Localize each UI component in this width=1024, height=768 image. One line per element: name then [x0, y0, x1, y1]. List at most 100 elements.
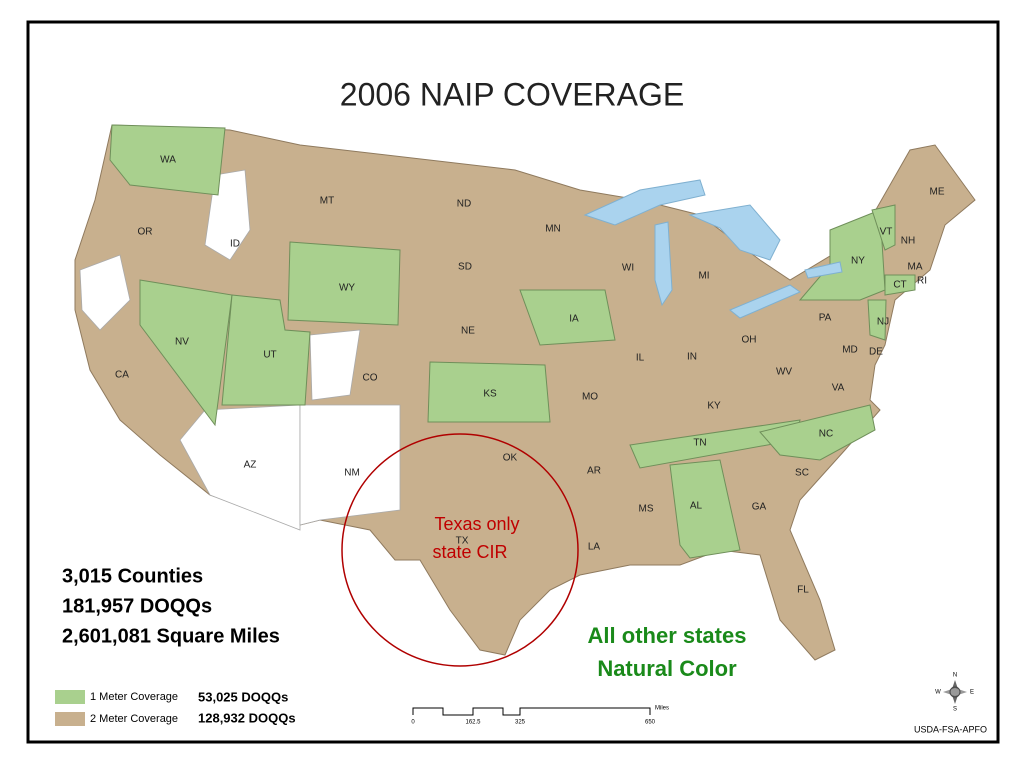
state-label: AL	[690, 501, 703, 512]
legend-label: 1 Meter Coverage	[90, 691, 178, 703]
lake	[654, 221, 673, 307]
state-label: RI	[917, 276, 927, 287]
stats: 3,015 Counties 181,957 DOQQs 2,601,081 S…	[62, 565, 280, 647]
state-label: IN	[687, 352, 697, 363]
state-label: MO	[582, 392, 598, 403]
stat: 3,015 Counties	[62, 565, 203, 587]
state-1m	[519, 289, 616, 346]
state-label: MA	[908, 262, 923, 273]
scale-line	[412, 707, 651, 716]
state-label: WI	[622, 263, 634, 274]
state-label: TX	[456, 536, 469, 547]
state-label: AR	[587, 466, 601, 477]
legend-label: 2 Meter Coverage	[90, 713, 178, 725]
state-label: MI	[698, 271, 709, 282]
great-lakes	[583, 179, 843, 319]
compass-ring	[949, 686, 961, 698]
annotation: state CIR	[432, 542, 507, 562]
scale-tick: 325	[515, 720, 526, 726]
compass-label: N	[953, 673, 957, 679]
state-label: LA	[588, 542, 601, 553]
legend-swatch	[55, 690, 85, 704]
state-1m	[139, 279, 233, 427]
state-label: UT	[263, 350, 276, 361]
state-label: ID	[230, 239, 240, 250]
state-label: SC	[795, 468, 809, 479]
scale-tick: 162.5	[465, 720, 481, 726]
scale-tick: 0	[411, 720, 415, 726]
compass-label: E	[970, 690, 974, 696]
state-label: NE	[461, 326, 475, 337]
state-1m	[669, 459, 741, 559]
state-label: KY	[707, 401, 721, 412]
white-area	[79, 254, 131, 331]
state-label: KS	[483, 389, 497, 400]
state-label: DE	[869, 347, 883, 358]
scale-tick: 650	[645, 720, 656, 726]
state-1m	[221, 294, 311, 406]
scale-labels: 0 162.5 325 650 Miles	[411, 706, 669, 726]
state-label: VT	[880, 227, 893, 238]
stat: 2,601,081 Square Miles	[62, 625, 280, 647]
state-label: MD	[842, 345, 858, 356]
state-label: NC	[819, 429, 833, 440]
state-1m	[871, 204, 896, 251]
annotation: Natural Color	[597, 656, 737, 681]
state-label: ND	[457, 199, 471, 210]
state-1m	[287, 241, 401, 326]
texas-circle	[341, 433, 579, 667]
state-label: NJ	[877, 317, 889, 328]
state-1m	[884, 274, 916, 296]
compass: N E S W	[935, 673, 974, 713]
state-label: MN	[545, 224, 561, 235]
legend-count: 53,025 DOQQs	[198, 689, 288, 704]
state-1m	[867, 299, 887, 341]
state-label: OH	[742, 335, 757, 346]
credit: USDA-FSA-APFO	[914, 724, 987, 734]
legend: 1 Meter Coverage 53,025 DOQQs 2 Meter Co…	[55, 689, 296, 726]
legend-count: 128,932 DOQQs	[198, 710, 296, 725]
state-label: PA	[819, 313, 832, 324]
scale-unit: Miles	[655, 706, 669, 712]
green-states	[109, 124, 916, 559]
state-label: NY	[851, 256, 865, 267]
state-1m	[109, 124, 226, 196]
scale-bar	[412, 707, 651, 716]
state-label: WV	[776, 367, 792, 378]
sparse-areas	[79, 169, 401, 531]
white-area	[299, 404, 401, 526]
legend-swatch	[55, 712, 85, 726]
state-label: TN	[693, 438, 706, 449]
state-label: NV	[175, 337, 189, 348]
state-label: VA	[832, 383, 845, 394]
map-title: 2006 NAIP COVERAGE	[340, 76, 684, 112]
state-1m	[759, 404, 876, 461]
white-area	[309, 329, 361, 401]
state-label: NH	[901, 236, 915, 247]
state-label: IA	[569, 314, 579, 325]
state-label: MT	[320, 196, 334, 207]
lake	[729, 284, 802, 319]
state-1m	[427, 361, 551, 423]
state-label: MS	[639, 504, 654, 515]
state-label: CT	[893, 280, 906, 291]
compass-label: W	[935, 690, 941, 696]
lake	[583, 179, 706, 226]
state-label: ME	[930, 187, 945, 198]
state-label: IL	[636, 353, 645, 364]
state-label: FL	[797, 585, 809, 596]
lake	[804, 261, 843, 279]
state-label: AZ	[244, 460, 257, 471]
annotation: Texas only	[434, 514, 519, 534]
stat: 181,957 DOQQs	[62, 595, 212, 617]
state-label: OK	[503, 453, 518, 464]
state-label: CO	[363, 373, 378, 384]
state-label: NM	[344, 468, 360, 479]
annotation: All other states	[588, 623, 747, 648]
state-label: SD	[458, 262, 472, 273]
state-label: CA	[115, 370, 129, 381]
state-label: OR	[138, 227, 153, 238]
